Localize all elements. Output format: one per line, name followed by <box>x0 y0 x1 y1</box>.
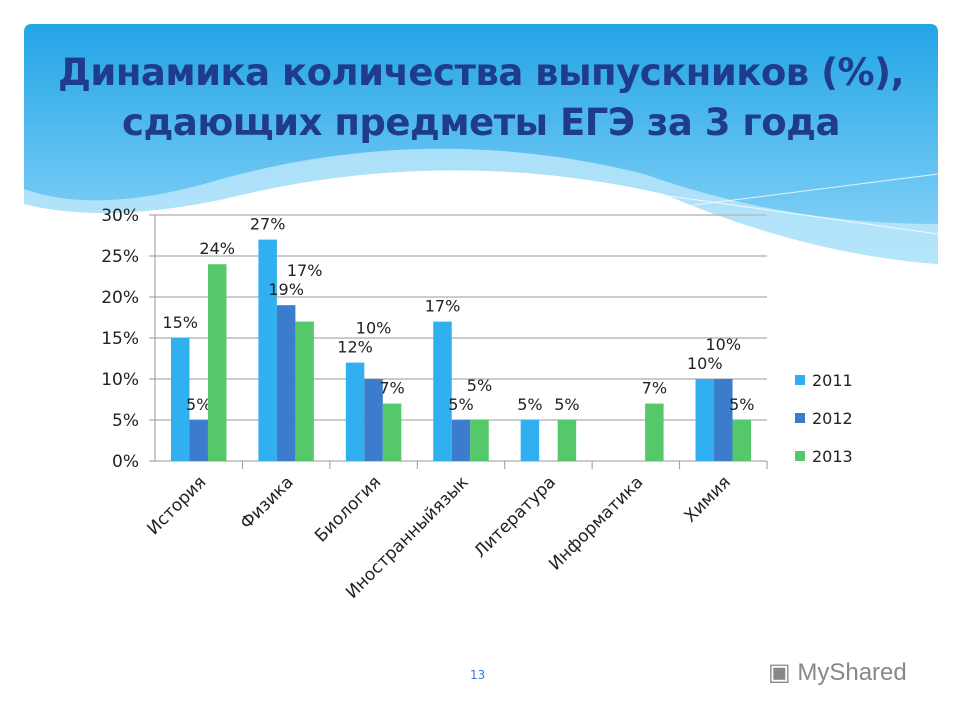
page-number: 13 <box>470 668 486 682</box>
x-tick-label: Литература <box>470 472 560 562</box>
legend-swatch <box>795 375 805 385</box>
bar-2012 <box>364 379 383 461</box>
data-label: 7% <box>379 379 404 398</box>
x-tick-label: Физика <box>237 472 298 533</box>
bar-2013 <box>382 403 402 461</box>
y-tick-label: 25% <box>101 247 139 267</box>
legend-swatch <box>795 413 805 423</box>
data-label: 5% <box>448 395 473 414</box>
data-label: 5% <box>186 395 211 414</box>
bar-2012 <box>276 305 296 461</box>
data-label: 12% <box>337 338 373 357</box>
data-label: 10% <box>356 319 392 338</box>
data-label: 5% <box>554 395 579 414</box>
bar-2012 <box>189 420 208 461</box>
data-label: 5% <box>729 395 754 414</box>
bar-2011 <box>520 420 540 461</box>
data-label: 10% <box>687 354 723 373</box>
bar-2011 <box>345 362 365 461</box>
legend-label: 2013 <box>812 447 853 466</box>
bar-2013 <box>645 403 664 461</box>
header-banner <box>24 24 938 264</box>
y-tick-label: 20% <box>101 288 139 308</box>
x-tick-label: История <box>143 472 210 539</box>
title-line-2: сдающих предметы ЕГЭ за 3 года <box>122 101 840 144</box>
bar-2012 <box>451 420 471 461</box>
data-label: 10% <box>706 335 742 354</box>
x-tick-label: Биология <box>311 472 385 546</box>
legend-swatch <box>795 451 805 461</box>
legend-label: 2011 <box>812 371 853 390</box>
y-tick-label: 10% <box>101 370 139 390</box>
data-label: 15% <box>162 313 198 332</box>
x-tick-label: Информатика <box>545 472 647 574</box>
data-label: 19% <box>268 280 304 299</box>
watermark-logo: ▣ MyShared <box>768 659 907 686</box>
data-label: 17% <box>425 297 461 316</box>
bar-2013 <box>207 264 227 461</box>
watermark-text: MyShared <box>797 659 907 686</box>
bar-2013 <box>732 420 752 461</box>
x-tick-label: Химия <box>681 472 735 526</box>
data-label: 17% <box>287 261 323 280</box>
y-tick-label: 30% <box>101 206 139 226</box>
bar-2013 <box>295 321 314 461</box>
data-label: 27% <box>250 215 286 234</box>
y-tick-label: 5% <box>112 411 139 431</box>
data-label: 5% <box>467 376 492 395</box>
data-label: 7% <box>642 379 667 398</box>
y-tick-label: 0% <box>112 452 139 472</box>
slide-title: Динамика количества выпускников (%), сда… <box>24 48 938 148</box>
legend-label: 2012 <box>812 409 853 428</box>
data-label: 24% <box>199 239 235 258</box>
bar-2012 <box>714 379 733 461</box>
bar-2011 <box>695 379 715 461</box>
bar-2011 <box>258 239 277 461</box>
bar-2013 <box>470 420 489 461</box>
bar-2013 <box>557 420 577 461</box>
bar-2011 <box>170 338 190 461</box>
y-tick-label: 15% <box>101 329 139 349</box>
bar-2011 <box>433 321 452 461</box>
data-label: 5% <box>517 395 542 414</box>
title-line-1: Динамика количества выпускников (%), <box>57 51 905 94</box>
